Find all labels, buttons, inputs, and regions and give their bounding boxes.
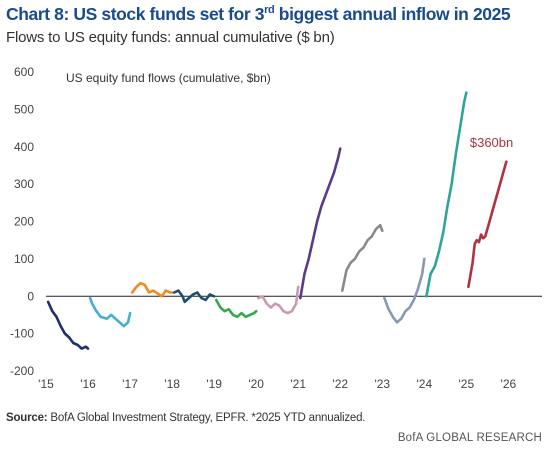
source-note: Source: BofA Global Investment Strategy,… <box>6 412 365 424</box>
x-tick-label: '15 <box>38 377 54 391</box>
x-tick-label: '16 <box>80 377 96 391</box>
annotations: $360bn <box>470 135 513 150</box>
title-superscript: rd <box>264 4 275 17</box>
y-tick-label: -200 <box>10 364 34 378</box>
series-group <box>46 91 508 350</box>
inner-axis-label: US equity fund flows (cumulative, $bn) <box>66 71 271 85</box>
line-chart: -200 -100 0 100 200 300 400 500 600 '15 '16 '17 '18… <box>10 65 542 391</box>
series-line-6 <box>299 147 342 300</box>
y-tick-label: 200 <box>14 215 34 229</box>
source-label: Source: <box>6 412 48 424</box>
series-line-4 <box>214 298 258 319</box>
x-tick-label: '23 <box>374 377 390 391</box>
y-tick-label: 600 <box>14 65 34 79</box>
y-tick-label: 500 <box>14 102 34 116</box>
chart-subtitle: Flows to US equity funds: annual cumulat… <box>6 29 335 46</box>
x-tick-label: '20 <box>248 377 264 391</box>
y-tick-label: 100 <box>14 252 34 266</box>
x-tick-label: '19 <box>206 377 222 391</box>
y-axis-ticks: -200 -100 0 100 200 300 400 500 600 <box>10 65 34 378</box>
chart-title: Chart 8: US stock funds set for 3rd bigg… <box>6 4 511 25</box>
x-axis-ticks: '15 '16 '17 '18 '19 '20 '21 '22 '23 '24 '25 '26 <box>38 377 516 391</box>
series-line-10 <box>467 160 508 289</box>
annotation-label: $360bn <box>470 135 513 150</box>
x-tick-label: '26 <box>501 377 517 391</box>
x-tick-label: '17 <box>122 377 138 391</box>
series-line-1 <box>88 296 132 328</box>
y-tick-label: 400 <box>14 140 34 154</box>
series-line-9 <box>425 91 468 298</box>
series-line-3 <box>172 289 216 304</box>
x-tick-label: '25 <box>459 377 475 391</box>
series-line-0 <box>46 300 90 350</box>
brand-label: BofA GLOBAL RESEARCH <box>397 432 542 444</box>
series-line-8 <box>383 257 426 324</box>
x-tick-label: '24 <box>416 377 432 391</box>
y-tick-label: 300 <box>14 177 34 191</box>
series-line-2 <box>130 281 174 298</box>
x-tick-label: '18 <box>164 377 180 391</box>
y-tick-label: 0 <box>27 289 34 303</box>
y-tick-label: -100 <box>10 327 34 341</box>
source-text: BofA Global Investment Strategy, EPFR. *… <box>47 412 366 424</box>
title-suffix: biggest annual inflow in 2025 <box>274 4 511 24</box>
series-line-5 <box>257 285 300 315</box>
x-tick-label: '22 <box>332 377 348 391</box>
title-prefix: Chart 8: US stock funds set for 3 <box>6 4 265 24</box>
series-line-7 <box>341 223 384 292</box>
x-tick-label: '21 <box>290 377 306 391</box>
